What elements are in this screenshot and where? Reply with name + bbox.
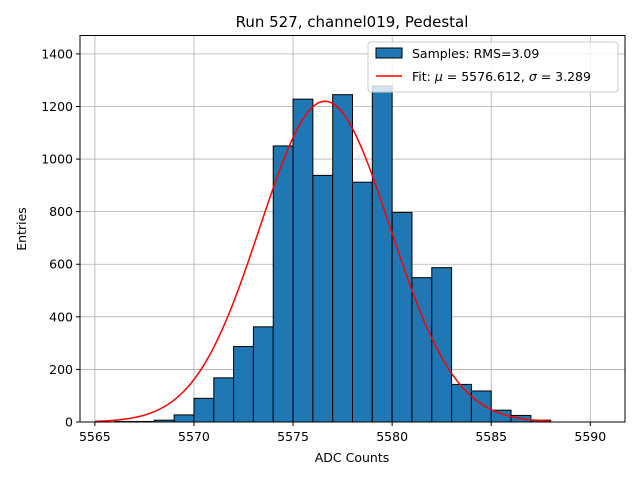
histogram-bar <box>272 145 294 423</box>
x-axis-label: ADC Counts <box>315 450 390 465</box>
x-tick-label: 5585 <box>475 429 507 444</box>
x-axis-ticks: 5565 5570 5575 5580 5585 5590 <box>79 422 606 444</box>
legend-fit-label: Fit: μ = 5576.612, σ = 3.289 <box>412 69 591 84</box>
y-tick-label: 1400 <box>41 46 73 61</box>
y-tick-label: 600 <box>49 257 73 272</box>
y-tick-label: 200 <box>49 362 73 377</box>
x-tick-label: 5575 <box>277 429 309 444</box>
histogram-bar <box>233 346 254 423</box>
y-tick-label: 800 <box>49 204 73 219</box>
legend-hist-label: Samples: RMS=3.09 <box>412 46 539 61</box>
legend-box <box>367 41 619 93</box>
histogram-bar <box>292 98 314 423</box>
y-tick-label: 0 <box>65 415 73 430</box>
histogram-bar <box>451 383 472 423</box>
histogram-bar <box>312 174 334 423</box>
y-tick-label: 1200 <box>41 99 73 114</box>
histogram-bar <box>213 377 235 423</box>
fit-curve <box>94 100 551 423</box>
legend-hist-swatch <box>375 47 403 59</box>
y-axis-ticks: 0 200 400 600 800 1000 1200 1400 <box>41 46 80 430</box>
chart-title: Run 527, channel019, Pedestal <box>236 13 469 31</box>
x-tick-label: 5565 <box>79 429 111 444</box>
legend: Samples: RMS=3.09 Fit: μ = 5576.612, σ =… <box>367 41 619 93</box>
histogram-bar <box>352 181 373 423</box>
histogram-bar <box>173 414 195 423</box>
histogram-bar <box>193 397 215 423</box>
x-tick-label: 5570 <box>178 429 210 444</box>
x-tick-label: 5580 <box>376 429 408 444</box>
y-tick-label: 400 <box>49 309 73 324</box>
histogram-bar <box>332 94 354 423</box>
histogram-bar <box>470 390 492 423</box>
histogram-bars <box>114 85 552 423</box>
y-tick-label: 1000 <box>41 152 73 167</box>
y-axis-label: Entries <box>14 207 29 251</box>
histogram-bar <box>252 326 274 423</box>
histogram-bar <box>371 85 393 423</box>
plot-frame <box>79 35 626 423</box>
x-tick-label: 5590 <box>574 429 606 444</box>
